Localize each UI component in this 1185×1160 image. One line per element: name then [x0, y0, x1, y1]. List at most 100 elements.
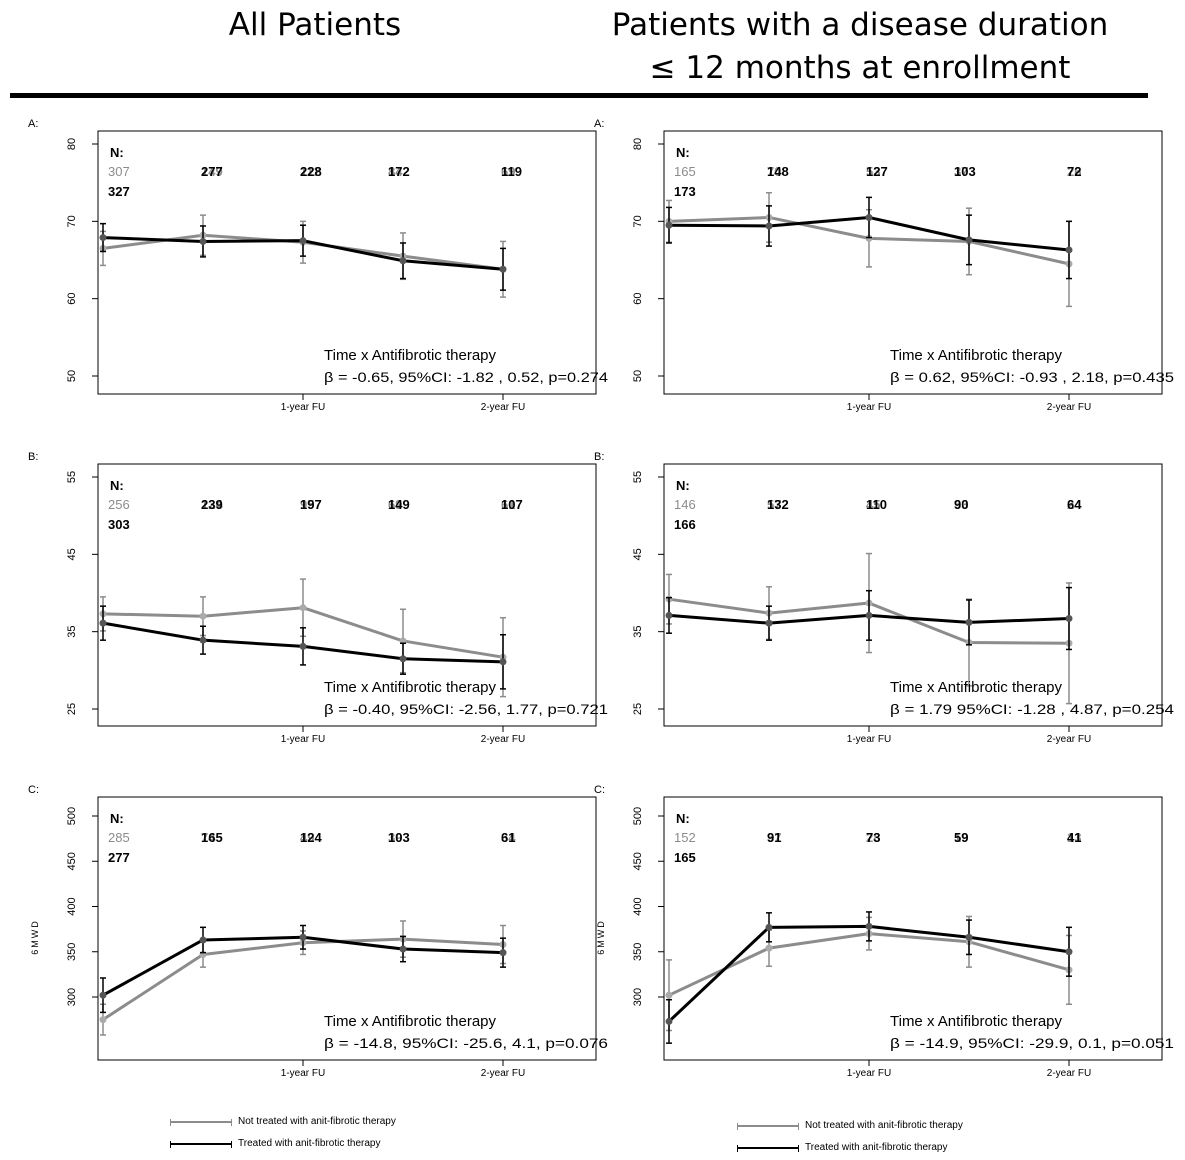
data-point: [299, 604, 307, 612]
n-count-treated: 72: [1067, 164, 1081, 179]
chart-panel-6: C: 300 350 400 450 500 6MWD 1-year FU 2-year FU N…: [594, 784, 1174, 1079]
y-tick-label: 300: [66, 988, 78, 1006]
heading-disease-duration-line1: Patients with a disease duration: [611, 7, 1109, 43]
panel-label: B:: [594, 451, 604, 463]
n-count-not-treated: 53: [866, 164, 880, 179]
chart-panel-1: A: 50 60 70 80 1-year FU 2-year FU N: 307 149 112 8…: [28, 118, 608, 413]
n-count-treated: 61: [501, 830, 515, 845]
series-treated: [665, 911, 1073, 1044]
n-count-not-treated: 57: [767, 497, 781, 512]
n-count-not-treated: 37: [954, 164, 968, 179]
y-tick-label: 55: [632, 471, 644, 483]
data-point: [99, 1016, 107, 1024]
data-point: [99, 619, 107, 627]
n-count-treated: 110: [866, 497, 887, 512]
n-count-not-treated: 19: [954, 830, 968, 845]
n-count-treated: 119: [501, 164, 522, 179]
y-tick-label: 35: [66, 626, 78, 638]
n-count-not-treated: 256: [108, 497, 130, 512]
n-count-not-treated: 28: [866, 830, 880, 845]
series-treated: [99, 605, 507, 690]
heading-disease-duration-line2: ≤ 12 months at enrollment: [649, 50, 1071, 86]
chart-panel-4: B: 25 35 45 55 1-year FU 2-year FU N: 146 57 45 33 2…: [594, 451, 1174, 745]
n-count-treated: 197: [300, 497, 322, 512]
annotation-title: Time x Antifibrotic therapy: [890, 347, 1063, 364]
y-tick-label: 70: [632, 215, 644, 227]
panel-label: B:: [28, 451, 38, 463]
legend-swatch-treated: [170, 1140, 232, 1148]
annotation-stats: β = -14.9, 95%CI: -29.9, 0.1, p=0.051: [890, 1035, 1174, 1051]
x-tick-label: 2-year FU: [1047, 402, 1091, 413]
n-count-treated: 103: [388, 830, 410, 845]
n-count-treated: 103: [954, 164, 976, 179]
n-label: N:: [676, 478, 690, 493]
data-point: [99, 234, 107, 242]
x-tick-label: 2-year FU: [481, 734, 525, 745]
n-count-not-treated: 13: [1067, 830, 1081, 845]
n-count-not-treated: 24: [1067, 497, 1082, 512]
plot-frame: [97, 796, 597, 1061]
n-count-not-treated: 152: [674, 830, 696, 845]
data-point: [965, 933, 973, 941]
legend-right: Not treated with anit-fibrotic therapy T…: [737, 1120, 1057, 1160]
y-tick-label: 60: [66, 293, 78, 305]
n-count-treated: 64: [1067, 497, 1082, 512]
legend-left: Not treated with anit-fibrotic therapy T…: [170, 1116, 490, 1156]
y-tick-label: 400: [66, 897, 78, 915]
n-count-not-treated: 84: [388, 164, 403, 179]
data-point: [665, 221, 673, 229]
x-tick-label: 1-year FU: [847, 402, 891, 413]
data-point: [965, 236, 973, 244]
n-count-treated: 327: [108, 184, 130, 199]
legend-label-treated: Treated with anit-fibrotic therapy: [805, 1142, 948, 1153]
panel-label: A:: [28, 118, 38, 130]
series-treated: [99, 924, 507, 1014]
panel-label: C:: [594, 784, 605, 796]
n-count-not-treated: 307: [108, 164, 130, 179]
y-tick-label: 80: [632, 138, 644, 150]
plot-frame: [663, 796, 1163, 1061]
legend-swatch-not-treated: [170, 1118, 232, 1126]
n-count-treated: 90: [954, 497, 968, 512]
annotation-title: Time x Antifibrotic therapy: [890, 679, 1063, 696]
n-count-treated: 148: [767, 164, 789, 179]
y-axis-label: 6MWD: [30, 919, 40, 955]
n-count-treated: 277: [201, 164, 223, 179]
y-tick-label: 500: [66, 807, 78, 825]
data-point: [865, 922, 873, 930]
annotation-title: Time x Antifibrotic therapy: [324, 679, 497, 696]
n-count-treated: 59: [954, 830, 968, 845]
x-tick-label: 2-year FU: [1047, 734, 1091, 745]
x-tick-label: 2-year FU: [1047, 1068, 1091, 1079]
annotation-stats: β = -0.40, 95%CI: -2.56, 1.77, p=0.721: [324, 701, 608, 717]
y-tick-label: 350: [66, 943, 78, 961]
n-count-not-treated: 39: [388, 830, 402, 845]
data-point: [399, 257, 407, 265]
annotation-stats: β = -14.8, 95%CI: -25.6, 4.1, p=0.076: [324, 1035, 608, 1051]
n-count-treated: 173: [674, 184, 696, 199]
y-tick-label: 450: [66, 852, 78, 870]
series-treated: [665, 196, 1073, 280]
y-tick-label: 80: [66, 138, 78, 150]
data-point: [199, 237, 207, 245]
n-count-not-treated: 33: [954, 497, 968, 512]
y-tick-label: 50: [66, 370, 78, 382]
heading-divider: [10, 93, 1148, 98]
x-tick-label: 2-year FU: [481, 1068, 525, 1079]
n-count-not-treated: 74: [201, 830, 216, 845]
n-count-treated: 107: [501, 497, 523, 512]
data-point: [399, 655, 407, 663]
n-count-not-treated: 95: [300, 497, 314, 512]
n-count-not-treated: 70: [767, 164, 781, 179]
data-point: [299, 642, 307, 650]
n-count-not-treated: 112: [300, 164, 321, 179]
n-count-not-treated: 69: [388, 497, 402, 512]
data-point: [665, 1017, 673, 1025]
x-tick-label: 1-year FU: [281, 734, 325, 745]
chart-panel-2: A: 50 60 70 80 1-year FU 2-year FU N: 165 70 53 37 2…: [594, 118, 1174, 413]
annotation-stats: β = 1.79 95%CI: -1.28 , 4.87, p=0.254: [890, 701, 1174, 717]
data-point: [865, 234, 873, 242]
y-tick-label: 350: [632, 943, 644, 961]
y-tick-label: 45: [66, 548, 78, 560]
annotation-title: Time x Antifibrotic therapy: [324, 1013, 497, 1030]
